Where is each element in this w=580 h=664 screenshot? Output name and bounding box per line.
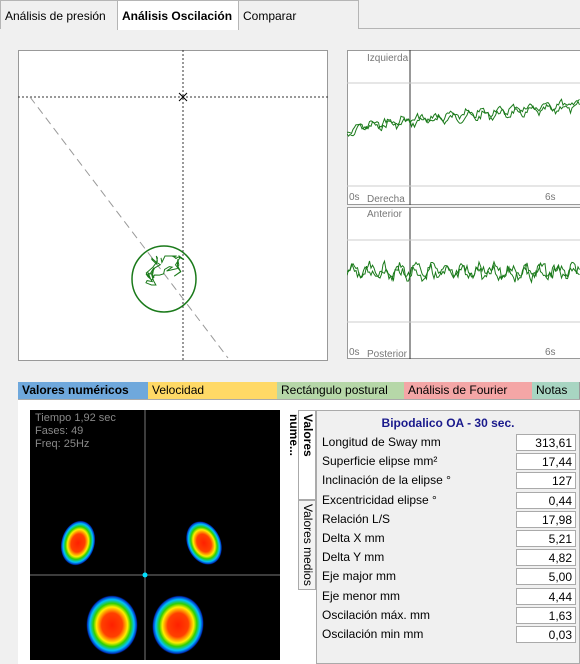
chart-label: Izquierda [367, 53, 409, 64]
table-title: Bipodalico OA - 30 sec. [381, 416, 515, 430]
tab[interactable]: Comparar [238, 0, 359, 29]
row-value: 1,63 [516, 606, 576, 624]
cop-marker [142, 572, 148, 578]
row-value: 0,03 [516, 626, 576, 643]
plot-frame [18, 50, 328, 361]
row-label: Oscilación min mm [322, 627, 424, 641]
row-label: Delta Y mm [322, 550, 385, 565]
row-value: 313,61 [516, 434, 576, 451]
row-value: 17,98 [516, 510, 576, 528]
heatmap-info: Fases: 49 [35, 425, 83, 437]
row-value: 127 [516, 472, 576, 490]
heatmap-info: Freq: 25Hz [35, 438, 89, 450]
tab[interactable]: Rectángulo postural [277, 382, 405, 399]
side-tab[interactable]: Valores medios [298, 500, 316, 590]
row-label: Eje major mm [322, 569, 397, 584]
heatmap-info: Tiempo 1,92 sec [35, 412, 116, 424]
row-label: Longitud de Sway mm [322, 435, 441, 449]
signal [347, 262, 580, 284]
tab[interactable]: Notas [532, 382, 580, 399]
row-label: Eje menor mm [322, 588, 401, 603]
row-value: 5,00 [516, 568, 576, 586]
pressure-blob [60, 520, 96, 566]
row-label: Superficie elipse mm² [322, 454, 438, 469]
center-marker [178, 92, 188, 102]
row-label: Inclinación de la elipse ° [322, 473, 451, 488]
tab-active[interactable]: Valores numéricos [18, 382, 149, 399]
chart-label: 6s [545, 192, 556, 203]
pressure-blob [86, 595, 138, 655]
chart-label: 6s [545, 347, 556, 358]
sway-path [145, 254, 185, 286]
pressure-blob [151, 595, 205, 655]
signal [347, 98, 580, 135]
tab[interactable]: Análisis de presión [0, 0, 118, 29]
signal [347, 100, 580, 137]
row-value: 4,44 [516, 587, 576, 605]
row-value: 5,21 [516, 530, 576, 547]
row-value: 0,44 [516, 491, 576, 509]
row-value: 4,82 [516, 549, 576, 567]
tab[interactable]: Análisis de Fourier [404, 382, 533, 399]
chart-label: 0s [349, 347, 360, 358]
chart-label: Anterior [367, 209, 403, 220]
tab-active[interactable]: Análisis Oscilación [117, 0, 239, 30]
pressure-blob [185, 520, 223, 566]
ellipse [131, 245, 197, 313]
sway-plot [18, 50, 328, 361]
time-charts: Izquierda 0s Derecha 6s Anterior 0s Post… [347, 50, 580, 360]
chart-label: Derecha [367, 194, 405, 205]
row-label: Relación L/S [322, 511, 391, 526]
side-tab-active[interactable]: Valores nume... [287, 410, 316, 500]
row-value: 17,44 [516, 453, 576, 471]
ellipse-axis [29, 96, 229, 359]
chart-label: Posterior [367, 349, 408, 360]
tab[interactable]: Velocidad [148, 382, 278, 399]
pressure-heatmap: Tiempo 1,92 sec Fases: 49 Freq: 25Hz [30, 410, 280, 660]
row-label: Delta X mm [322, 531, 385, 545]
chart-label: 0s [349, 192, 360, 203]
chart-frame [347, 207, 580, 359]
row-label: Excentricidad elipse ° [322, 492, 437, 507]
row-label: Oscilación máx. mm [322, 607, 431, 622]
